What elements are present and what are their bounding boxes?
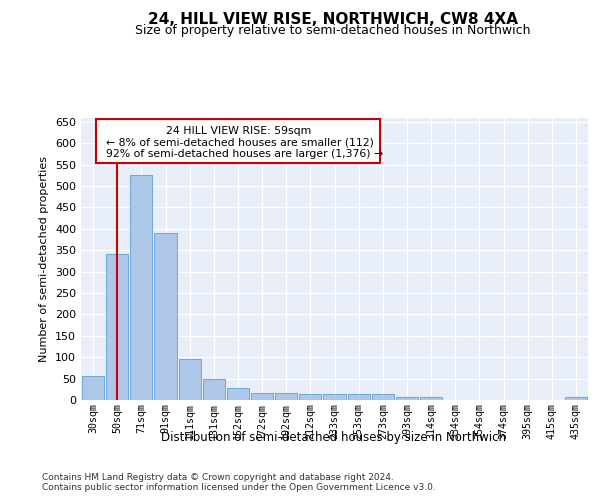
FancyBboxPatch shape [96,119,380,162]
Bar [130,176,152,400]
Bar [371,394,394,400]
Bar [323,394,346,400]
Bar [565,396,587,400]
Bar [275,392,298,400]
Bar [251,392,273,400]
Text: 92% of semi-detached houses are larger (1,376) →: 92% of semi-detached houses are larger (… [106,148,383,158]
Y-axis label: Number of semi-detached properties: Number of semi-detached properties [40,156,49,362]
Bar [179,360,201,400]
Text: Distribution of semi-detached houses by size in Northwich: Distribution of semi-detached houses by … [161,431,506,444]
Text: ← 8% of semi-detached houses are smaller (112): ← 8% of semi-detached houses are smaller… [106,138,374,147]
Bar [396,396,418,400]
Bar [106,254,128,400]
Bar [227,388,249,400]
Bar [82,376,104,400]
Text: Size of property relative to semi-detached houses in Northwich: Size of property relative to semi-detach… [135,24,531,37]
Text: Contains public sector information licensed under the Open Government Licence v3: Contains public sector information licen… [42,482,436,492]
Bar [203,378,225,400]
Text: 24 HILL VIEW RISE: 59sqm: 24 HILL VIEW RISE: 59sqm [166,126,311,136]
Text: Contains HM Land Registry data © Crown copyright and database right 2024.: Contains HM Land Registry data © Crown c… [42,472,394,482]
Bar [420,396,442,400]
Text: 24, HILL VIEW RISE, NORTHWICH, CW8 4XA: 24, HILL VIEW RISE, NORTHWICH, CW8 4XA [148,12,518,28]
Bar [347,394,370,400]
Bar [154,233,176,400]
Bar [299,394,322,400]
